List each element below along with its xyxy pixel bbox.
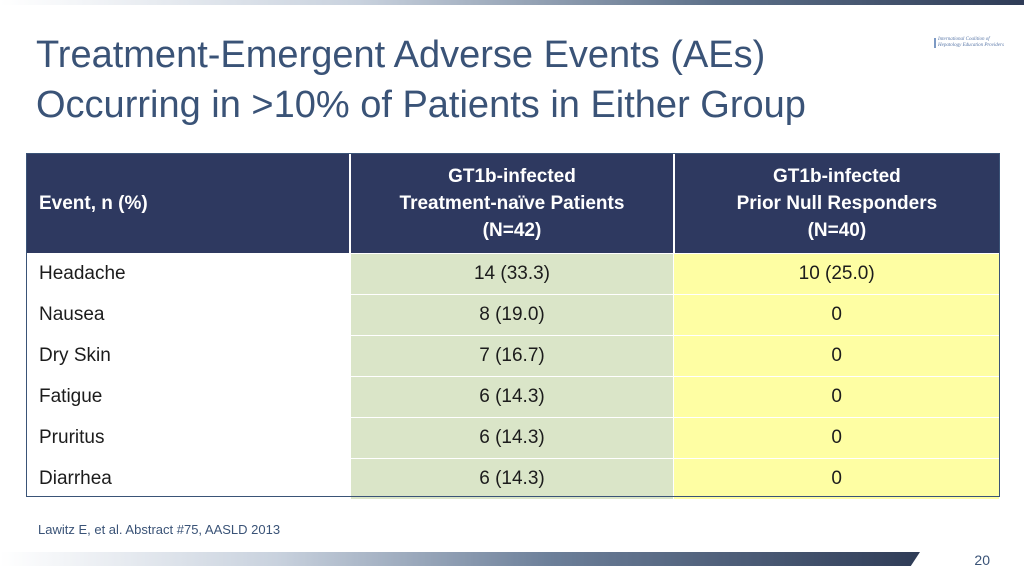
naive-value-cell: 6 (14.3) bbox=[349, 458, 675, 500]
header-null-line-2: Prior Null Responders bbox=[736, 193, 938, 214]
table-row: Fatigue 6 (14.3) 0 bbox=[26, 376, 1000, 418]
logo-text-line-1: International Coalition of bbox=[938, 37, 990, 42]
event-cell: Diarrhea bbox=[26, 458, 351, 500]
table-row: Headache 14 (33.3) 10 (25.0) bbox=[26, 253, 1000, 295]
naive-value-cell: 8 (19.0) bbox=[349, 294, 675, 336]
naive-value-cell: 6 (14.3) bbox=[349, 376, 675, 418]
event-cell: Nausea bbox=[26, 294, 351, 336]
header-naive-line-2: Treatment-naïve Patients bbox=[399, 193, 625, 214]
adverse-events-table: Event, n (%) GT1b-infected Treatment-naï… bbox=[26, 153, 1000, 500]
event-cell: Fatigue bbox=[26, 376, 351, 418]
header-event-label: Event, n (%) bbox=[39, 193, 148, 214]
slide-title-line-1: Treatment-Emergent Adverse Events (AEs) bbox=[36, 34, 766, 76]
header-null-line-3: (N=40) bbox=[807, 220, 867, 241]
logo-text-line-2: Hepatology Education Providers bbox=[938, 43, 1004, 48]
header-event: Event, n (%) bbox=[26, 153, 351, 254]
header-null-line-1: GT1b-infected bbox=[773, 166, 901, 187]
table-header-row: Event, n (%) GT1b-infected Treatment-naï… bbox=[26, 153, 1000, 254]
organization-logo: International Coalition of Hepatology Ed… bbox=[934, 37, 1022, 49]
header-treatment-naive: GT1b-infected Treatment-naïve Patients (… bbox=[349, 153, 675, 254]
null-responder-value-cell: 10 (25.0) bbox=[673, 253, 1000, 295]
naive-value-cell: 6 (14.3) bbox=[349, 417, 675, 459]
citation: Lawitz E, et al. Abstract #75, AASLD 201… bbox=[38, 522, 281, 537]
logo-mark-icon bbox=[934, 38, 936, 48]
slide-title: Treatment-Emergent Adverse Events (AEs) … bbox=[36, 30, 936, 130]
table-row: Dry Skin 7 (16.7) 0 bbox=[26, 335, 1000, 377]
null-responder-value-cell: 0 bbox=[673, 458, 1000, 500]
header-naive-line-3: (N=42) bbox=[482, 220, 542, 241]
bottom-decorative-bar bbox=[0, 552, 920, 566]
table-row: Nausea 8 (19.0) 0 bbox=[26, 294, 1000, 336]
event-cell: Headache bbox=[26, 253, 351, 295]
header-null-responders: GT1b-infected Prior Null Responders (N=4… bbox=[672, 153, 1000, 254]
table-row: Pruritus 6 (14.3) 0 bbox=[26, 417, 1000, 459]
naive-value-cell: 14 (33.3) bbox=[349, 253, 675, 295]
slide-title-line-2: Occurring in >10% of Patients in Either … bbox=[36, 84, 806, 126]
top-decorative-bar bbox=[0, 0, 1024, 5]
event-cell: Pruritus bbox=[26, 417, 351, 459]
null-responder-value-cell: 0 bbox=[673, 417, 1000, 459]
page-number: 20 bbox=[974, 552, 990, 568]
naive-value-cell: 7 (16.7) bbox=[349, 335, 675, 377]
null-responder-value-cell: 0 bbox=[673, 294, 1000, 336]
header-naive-line-1: GT1b-infected bbox=[448, 166, 576, 187]
table-row: Diarrhea 6 (14.3) 0 bbox=[26, 458, 1000, 500]
null-responder-value-cell: 0 bbox=[673, 335, 1000, 377]
event-cell: Dry Skin bbox=[26, 335, 351, 377]
null-responder-value-cell: 0 bbox=[673, 376, 1000, 418]
